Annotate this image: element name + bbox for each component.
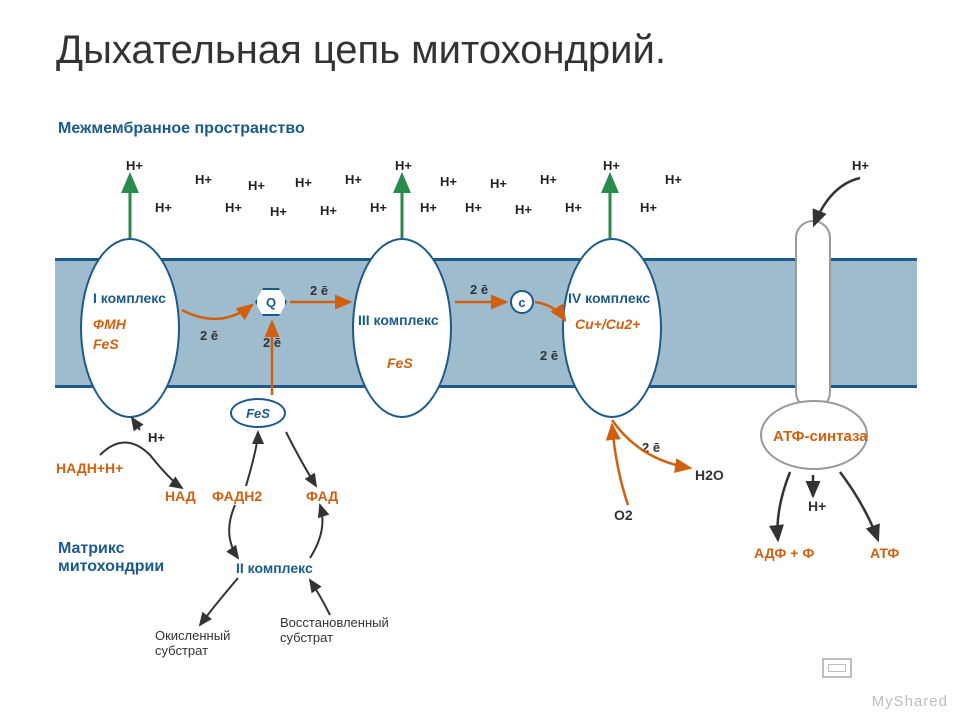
intermembrane-label: Межмембранное пространство (58, 120, 305, 138)
complex-3-label: III комплекс (358, 312, 439, 328)
hplus-t10: H+ (440, 174, 457, 189)
hplus-t16: H+ (640, 200, 657, 215)
complex-3 (352, 238, 452, 418)
h2o-label: H2O (695, 467, 724, 483)
complex-2-label: II комплекс (236, 560, 313, 576)
watermark-icon (822, 658, 852, 678)
hplus-t11: H+ (465, 200, 482, 215)
hplus-bottom-c1: H+ (148, 430, 165, 445)
hplus-t12: H+ (490, 176, 507, 191)
hplus-t15: H+ (565, 200, 582, 215)
complex-3-fes: FeS (387, 355, 413, 371)
hplus-t13: H+ (515, 202, 532, 217)
e2-1: 2 ē (200, 328, 218, 343)
hplus-top-4: H+ (603, 158, 620, 173)
complex-1-fes: FeS (93, 336, 119, 352)
e2-3: 2 ē (310, 283, 328, 298)
nadh-label: НАДН+Н+ (56, 460, 123, 476)
membrane (55, 258, 917, 388)
hplus-t14: H+ (540, 172, 557, 187)
o2-label: O2 (614, 507, 633, 523)
hplus-atp-out: H+ (808, 498, 826, 514)
hplus-t7: H+ (345, 172, 362, 187)
hplus-t5: H+ (295, 175, 312, 190)
e2-6: 2 ē (642, 440, 660, 455)
page-title: Дыхательная цепь митохондрий. (56, 28, 666, 73)
hplus-top-3: H+ (395, 158, 412, 173)
hplus-t1: H+ (195, 172, 212, 187)
e2-4: 2 ē (470, 282, 488, 297)
hplus-t8: H+ (370, 200, 387, 215)
watermark-text: MyShared (872, 693, 948, 710)
hplus-top-atp: H+ (852, 158, 869, 173)
ox-substrate: Окисленный субстрат (155, 628, 230, 658)
nad-label: НАД (165, 488, 196, 504)
atp-synthase-channel (795, 220, 831, 410)
cytochrome-c-node: c (510, 290, 534, 314)
atp-synthase-label: АТФ-синтаза (773, 428, 868, 445)
hplus-t17: H+ (665, 172, 682, 187)
atp-label: АТФ (870, 545, 899, 561)
adp-label: АДФ + Ф (754, 545, 814, 561)
hplus-top-1: H+ (126, 158, 143, 173)
complex-1-label: I комплекс (93, 290, 166, 306)
hplus-t9: H+ (420, 200, 437, 215)
hplus-t6: H+ (320, 203, 337, 218)
e2-2: 2 ē (263, 335, 281, 350)
complex-2-fes: FeS (230, 398, 286, 428)
fad-label: ФАД (306, 488, 338, 504)
hplus-t4: H+ (270, 204, 287, 219)
hplus-t3: H+ (248, 178, 265, 193)
complex-1-fmn: ФМН (93, 316, 126, 332)
hplus-t2: H+ (225, 200, 242, 215)
red-substrate: Восстановленный субстрат (280, 615, 389, 645)
complex-4-label: IV комплекс (568, 290, 650, 306)
matrix-label: Матрикс митохондрии (58, 540, 164, 576)
fadh2-label: ФАДН2 (212, 488, 262, 504)
hplus-top-2: H+ (155, 200, 172, 215)
complex-4-cu: Cu+/Cu2+ (575, 316, 640, 332)
e2-5: 2 ē (540, 348, 558, 363)
